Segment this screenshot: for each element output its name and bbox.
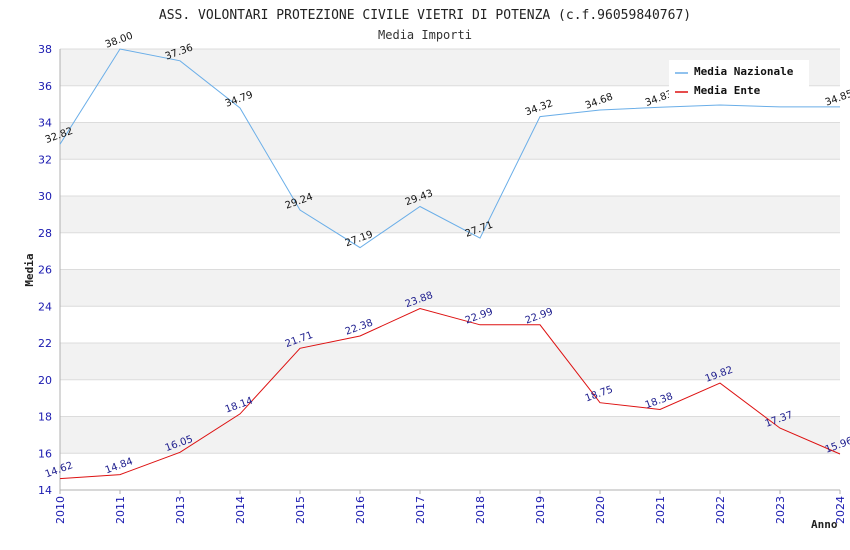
series-line-nazionale (59, 48, 840, 249)
x-tick-label: 2014 (234, 496, 247, 524)
y-tick-label: 16 (38, 447, 52, 460)
x-tick-label: 2015 (294, 496, 307, 524)
y-tick-label: 24 (38, 300, 52, 313)
grid-band (60, 269, 840, 307)
legend-label-ente: Media Ente (694, 84, 761, 97)
y-tick-label: 36 (38, 80, 52, 93)
grid-band (60, 453, 840, 490)
x-tick-label: 2022 (714, 496, 727, 524)
grid-band (60, 196, 840, 233)
x-tick-labels: 2010 2011 2013 2014 2015 2016 2017 2018 2019 2020… (54, 490, 847, 524)
grid-band (60, 122, 840, 160)
y-tick-label: 18 (38, 411, 52, 424)
y-tick-label: 32 (38, 153, 52, 166)
y-tick-label: 26 (38, 264, 52, 277)
series-line-ente (59, 307, 841, 480)
grid-band (60, 232, 840, 270)
legend: Media Nazionale Media Ente (669, 60, 809, 100)
y-axis-label: Media (23, 253, 36, 286)
y-tick-label: 20 (38, 374, 52, 387)
x-axis-label: Anno (811, 518, 838, 531)
grid-band (60, 343, 840, 380)
y-tick-label: 38 (38, 43, 52, 56)
grid-band (60, 416, 840, 454)
legend-box (669, 60, 809, 100)
data-label: 38.00 (104, 31, 135, 51)
x-tick-label: 2017 (414, 496, 427, 524)
y-tick-label: 28 (38, 227, 52, 240)
grid-band (60, 379, 840, 417)
x-tick-label: 2021 (654, 496, 667, 524)
y-tick-label: 30 (38, 190, 52, 203)
y-tick-labels: 14 16 18 20 22 24 26 28 30 32 34 36 38 (38, 43, 52, 497)
x-tick-label: 2023 (774, 496, 787, 524)
y-tick-label: 22 (38, 337, 52, 350)
x-tick-label: 2018 (474, 496, 487, 524)
x-tick-label: 2019 (534, 496, 547, 524)
x-tick-label: 2024 (834, 496, 847, 524)
y-tick-label: 34 (38, 117, 52, 130)
grid-bands (60, 49, 840, 490)
grid-band (60, 159, 840, 196)
legend-label-nazionale: Media Nazionale (694, 65, 794, 78)
y-tick-label: 14 (38, 484, 52, 497)
axes (59, 49, 840, 491)
chart-subtitle: Media Importi (378, 28, 472, 42)
x-tick-label: 2013 (174, 496, 187, 524)
grid-band (60, 306, 840, 343)
x-tick-label: 2010 (54, 496, 67, 524)
chart-title: ASS. VOLONTARI PROTEZIONE CIVILE VIETRI … (159, 8, 691, 23)
series-group (59, 48, 841, 480)
x-tick-label: 2016 (354, 496, 367, 524)
x-tick-label: 2011 (114, 496, 127, 524)
x-tick-label: 2020 (594, 496, 607, 524)
